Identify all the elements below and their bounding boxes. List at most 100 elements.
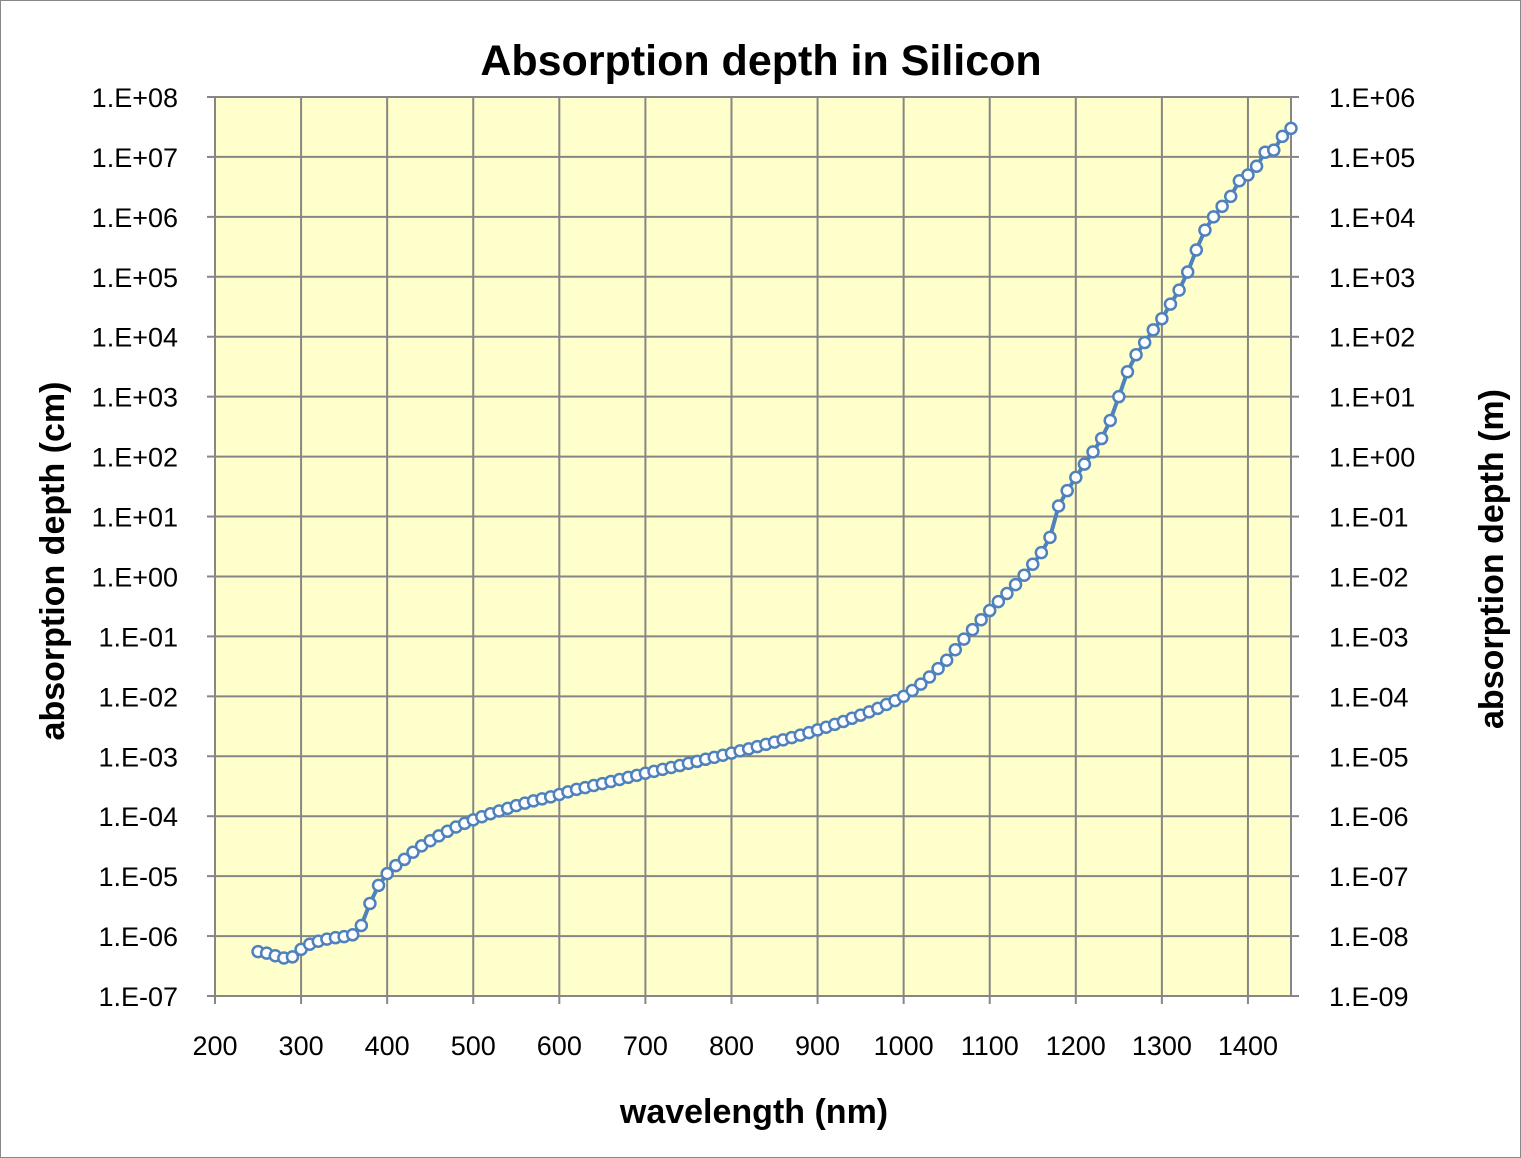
x-tick-label: 1000 (874, 1031, 934, 1061)
data-point (1206, 210, 1221, 224)
data-point (1155, 311, 1169, 326)
y2-tick-label: 1.E-08 (1329, 922, 1409, 952)
data-series (251, 121, 1298, 965)
data-point (957, 632, 971, 646)
y2-tick-label: 1.E+02 (1329, 323, 1415, 353)
y-tick-label: 1.E+05 (92, 263, 178, 293)
data-point (1069, 470, 1083, 485)
y-tick-label: 1.E-04 (98, 802, 178, 832)
data-point (1103, 413, 1117, 428)
x-tick-label: 800 (709, 1031, 754, 1061)
tick-labels: 200 300 400 500 600 700 800 900 1000 1100 1200 1300… (92, 83, 1416, 1061)
data-point (285, 950, 300, 964)
data-point (1000, 586, 1014, 601)
y2-tick-label: 1.E-04 (1329, 682, 1409, 712)
data-point (397, 852, 412, 867)
data-point (1172, 283, 1186, 297)
y2-tick-label: 1.E-06 (1329, 802, 1409, 832)
data-point (1094, 431, 1109, 446)
y2-tick-label: 1.E+06 (1329, 83, 1415, 113)
y2-tick-label: 1.E-09 (1329, 982, 1409, 1012)
data-point (1146, 323, 1161, 337)
data-point (991, 594, 1006, 609)
y-tick-label: 1.E+00 (92, 562, 178, 592)
data-point (931, 661, 945, 676)
y-tick-label: 1.E+01 (92, 503, 178, 533)
data-point (1284, 121, 1298, 136)
x-tick-label: 300 (279, 1031, 324, 1061)
data-point (371, 878, 386, 893)
x-tick-label: 900 (795, 1031, 840, 1061)
y-tick-label: 1.E-06 (98, 922, 178, 952)
data-point (939, 653, 954, 667)
data-point (965, 622, 980, 637)
y2-tick-label: 1.E-05 (1329, 742, 1409, 772)
x-tick-label: 200 (192, 1031, 237, 1061)
data-point (380, 866, 394, 881)
y-tick-label: 1.E+03 (92, 383, 178, 413)
data-point (974, 612, 988, 627)
y2-tick-label: 1.E+00 (1329, 443, 1415, 473)
x-axis-title: wavelength (nm) (619, 1093, 888, 1131)
y-tick-label: 1.E-07 (98, 982, 178, 1012)
y-tick-label: 1.E-03 (98, 742, 178, 772)
y2-axis-title: absorption depth (m) (1473, 389, 1511, 729)
y-tick-label: 1.E-05 (98, 862, 178, 892)
axes (207, 96, 1299, 1004)
data-point (406, 845, 420, 860)
data-point (1137, 335, 1152, 350)
y2-tick-label: 1.E-01 (1329, 503, 1409, 533)
data-point (1008, 577, 1023, 592)
data-point (1060, 483, 1074, 498)
data-point (1241, 168, 1255, 182)
data-point (1223, 189, 1238, 204)
data-point (982, 603, 997, 618)
x-tick-label: 400 (365, 1031, 410, 1061)
data-point (1043, 530, 1057, 545)
y2-tick-label: 1.E+04 (1329, 203, 1415, 233)
y-tick-label: 1.E+08 (92, 83, 178, 113)
data-point (363, 896, 377, 911)
y-axis-title: absorption depth (cm) (34, 382, 72, 741)
y-tick-label: 1.E+04 (92, 323, 178, 353)
x-tick-label: 700 (623, 1031, 668, 1061)
data-point (389, 858, 403, 873)
y-tick-label: 1.E+02 (92, 443, 178, 473)
data-point (1275, 129, 1290, 144)
data-point (1163, 297, 1178, 311)
data-point (345, 928, 360, 942)
plot-area (215, 97, 1291, 996)
y2-tick-label: 1.E+03 (1329, 263, 1415, 293)
data-point (914, 677, 928, 691)
data-point (922, 670, 937, 684)
y2-tick-label: 1.E-02 (1329, 562, 1409, 592)
x-tick-label: 1400 (1218, 1031, 1278, 1061)
x-tick-label: 600 (537, 1031, 582, 1061)
data-point (1180, 265, 1195, 279)
data-point (1249, 159, 1264, 173)
y-tick-label: 1.E-01 (98, 622, 178, 652)
data-point (1267, 143, 1281, 157)
y-tick-label: 1.E+07 (92, 143, 178, 173)
y2-tick-label: 1.E+01 (1329, 383, 1415, 413)
data-point (1215, 199, 1229, 214)
data-point (948, 642, 963, 657)
data-point (905, 683, 919, 698)
x-tick-label: 1300 (1132, 1031, 1192, 1061)
x-tick-label: 1100 (961, 1031, 1019, 1061)
data-point (354, 918, 369, 933)
data-point (1112, 389, 1126, 404)
data-point (1051, 499, 1066, 513)
data-point (1120, 365, 1135, 379)
data-point (1077, 457, 1092, 471)
data-point (1017, 568, 1031, 582)
y2-tick-label: 1.E+05 (1329, 143, 1415, 173)
data-point (1026, 557, 1040, 571)
data-point (1198, 223, 1212, 237)
data-point (1034, 545, 1049, 560)
y-tick-label: 1.E+06 (92, 203, 178, 233)
data-point (1129, 348, 1143, 362)
y2-tick-label: 1.E-07 (1329, 862, 1409, 892)
chart-title: Absorption depth in Silicon (480, 37, 1041, 85)
